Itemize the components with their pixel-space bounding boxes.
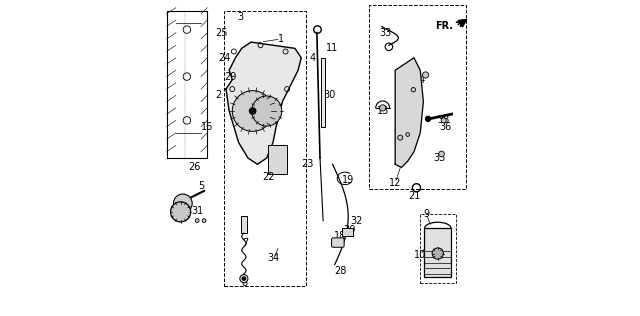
Text: 12: 12	[389, 178, 401, 188]
Text: 29: 29	[225, 71, 237, 82]
Text: 24: 24	[218, 53, 230, 63]
Text: 35: 35	[433, 153, 445, 163]
Text: 2: 2	[215, 90, 221, 100]
Text: 11: 11	[326, 43, 339, 53]
Text: 38: 38	[438, 115, 450, 125]
Text: 6: 6	[242, 216, 248, 226]
Text: 27: 27	[398, 131, 411, 141]
Polygon shape	[395, 58, 424, 167]
Text: FR.: FR.	[435, 21, 453, 32]
Circle shape	[380, 105, 386, 111]
Bar	[224, 11, 306, 286]
Circle shape	[195, 219, 199, 222]
Circle shape	[252, 96, 282, 126]
Text: 26: 26	[188, 162, 200, 173]
Text: 19: 19	[342, 175, 355, 185]
Circle shape	[171, 202, 191, 222]
Text: 28: 28	[334, 266, 346, 276]
Text: 16: 16	[201, 122, 213, 132]
Circle shape	[250, 108, 256, 114]
Text: 32: 32	[351, 216, 363, 226]
FancyBboxPatch shape	[332, 238, 344, 247]
Text: 34: 34	[268, 253, 280, 263]
Bar	[268, 145, 287, 174]
Circle shape	[422, 72, 429, 78]
Text: 33: 33	[380, 28, 392, 38]
Bar	[369, 4, 466, 189]
Circle shape	[243, 277, 246, 280]
Bar	[342, 228, 353, 236]
Circle shape	[441, 118, 446, 123]
Text: 30: 30	[323, 90, 335, 100]
Text: 18: 18	[334, 231, 346, 241]
Text: 5: 5	[198, 181, 204, 191]
Bar	[241, 216, 246, 233]
Text: 4: 4	[309, 53, 316, 63]
Text: 3: 3	[237, 12, 243, 22]
Text: 21: 21	[408, 191, 420, 201]
Circle shape	[240, 275, 248, 283]
Text: 25: 25	[215, 28, 228, 38]
Circle shape	[173, 194, 192, 213]
Text: 17: 17	[394, 137, 406, 147]
Circle shape	[397, 135, 403, 140]
Text: 13: 13	[376, 106, 388, 116]
Circle shape	[432, 248, 444, 259]
Text: 20: 20	[344, 225, 356, 235]
Circle shape	[232, 91, 273, 131]
Text: 31: 31	[192, 206, 204, 216]
Text: 36: 36	[439, 122, 451, 132]
Text: 14: 14	[414, 75, 426, 85]
Circle shape	[438, 151, 444, 157]
Text: 10: 10	[414, 250, 426, 260]
Text: 8: 8	[241, 278, 247, 288]
Bar	[424, 228, 451, 277]
Circle shape	[411, 88, 415, 92]
Text: 22: 22	[262, 172, 275, 182]
Text: 1: 1	[278, 34, 284, 44]
Circle shape	[426, 116, 431, 121]
Bar	[321, 58, 324, 127]
Text: 7: 7	[242, 238, 248, 247]
Bar	[420, 214, 456, 283]
Circle shape	[406, 133, 410, 137]
Circle shape	[202, 219, 206, 222]
Text: 23: 23	[301, 159, 314, 169]
Text: 9: 9	[424, 210, 429, 219]
Text: 15: 15	[404, 90, 417, 100]
Polygon shape	[226, 42, 301, 164]
